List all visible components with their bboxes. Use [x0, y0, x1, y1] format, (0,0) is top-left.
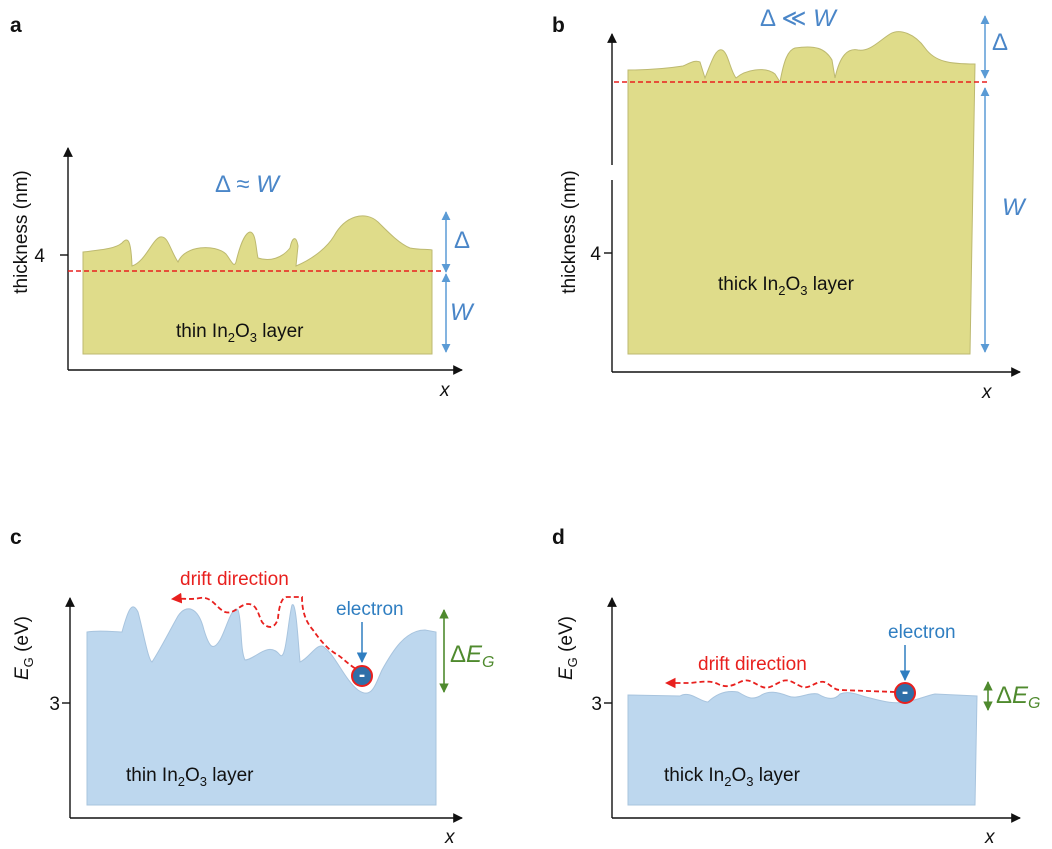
- layer: [82, 215, 433, 355]
- text: thick In: [664, 765, 724, 786]
- text: 2: [178, 774, 185, 789]
- drift-label: drift direction: [698, 654, 807, 675]
- layer-label: thick In2O3 layer: [664, 765, 801, 789]
- w-label: W: [450, 299, 475, 326]
- w-label: W: [1002, 194, 1027, 221]
- text: thin In: [126, 765, 178, 786]
- text: Δ: [996, 682, 1012, 709]
- electron: [351, 665, 373, 687]
- delta-eg-label: ΔEG: [996, 682, 1041, 712]
- text: W: [813, 5, 838, 32]
- text: W: [256, 171, 281, 198]
- text: thin In: [176, 321, 228, 342]
- electron-label: electron: [336, 599, 404, 620]
- text: thickness (nm): [559, 170, 580, 294]
- panel-d: d 3 EG (eV) x drift direction electron -…: [552, 526, 1041, 848]
- electron-sign: -: [359, 665, 365, 686]
- y-axis-label: EG (eV): [12, 616, 36, 680]
- panel-label: a: [10, 14, 22, 37]
- panel-label: b: [552, 14, 565, 37]
- x-axis-label: x: [984, 827, 996, 848]
- relation: Δ ≪ W: [760, 5, 838, 32]
- drift-path: [170, 592, 363, 673]
- text: Δ: [450, 641, 466, 668]
- text: G: [565, 657, 580, 667]
- text: G: [1028, 695, 1040, 712]
- text: O: [785, 274, 800, 295]
- electron-sign: -: [902, 682, 908, 703]
- text: 3: [200, 774, 207, 789]
- y-axis-label: EG (eV): [556, 616, 580, 680]
- layer-label: thin In2O3 layer: [176, 321, 304, 345]
- y-axis-label: thickness (nm): [559, 170, 580, 294]
- text: G: [21, 657, 36, 667]
- text: layer: [807, 274, 854, 295]
- layer: [627, 691, 978, 806]
- y-tick-label: 4: [34, 246, 45, 267]
- text: 2: [724, 774, 731, 789]
- delta-label: Δ: [454, 227, 470, 254]
- x-axis-label: x: [439, 380, 451, 401]
- y-tick-label: 3: [591, 694, 602, 715]
- y-axis-label: thickness (nm): [11, 170, 32, 294]
- text: E: [556, 667, 577, 680]
- panel-a: a 4 thickness (nm) x Δ ≈ W Δ W thin In2O…: [10, 14, 475, 401]
- y-tick-label: 4: [590, 244, 601, 265]
- text: 3: [746, 774, 753, 789]
- text: 2: [778, 283, 785, 298]
- text: O: [235, 321, 250, 342]
- text: 2: [228, 330, 235, 345]
- text: (eV): [12, 616, 33, 657]
- panel-label: d: [552, 526, 565, 549]
- text: E: [466, 641, 483, 668]
- delta-label: Δ: [992, 29, 1008, 56]
- text: G: [482, 654, 494, 671]
- text: 3: [250, 330, 257, 345]
- text: (eV): [556, 616, 577, 657]
- text: layer: [207, 765, 254, 786]
- text: O: [731, 765, 746, 786]
- layer-label: thin In2O3 layer: [126, 765, 254, 789]
- x-axis-label: x: [444, 827, 456, 848]
- y-tick-label: 3: [49, 694, 60, 715]
- text: thickness (nm): [11, 170, 32, 294]
- layer: [86, 604, 437, 806]
- x-axis-label: x: [981, 382, 993, 403]
- text: layer: [753, 765, 800, 786]
- panel-c: c 3 EG (eV) x drift direction electron -…: [10, 526, 495, 848]
- text: thick In: [718, 274, 778, 295]
- panel-b: b 4 thickness (nm) x Δ ≪ W Δ W thick In2…: [552, 5, 1027, 403]
- layer-label: thick In2O3 layer: [718, 274, 855, 298]
- layer: [627, 31, 976, 355]
- electron: [894, 682, 916, 704]
- text: Δ ≪: [760, 5, 813, 32]
- text: O: [185, 765, 200, 786]
- text: E: [1012, 682, 1029, 709]
- delta-eg-label: ΔEG: [450, 641, 495, 671]
- text: layer: [257, 321, 304, 342]
- electron-label: electron: [888, 622, 956, 643]
- relation: Δ ≈ W: [215, 171, 281, 198]
- drift-label: drift direction: [180, 569, 289, 590]
- text: Δ ≈: [215, 171, 256, 198]
- drift-path: [664, 677, 896, 693]
- panel-label: c: [10, 526, 22, 549]
- text: E: [12, 667, 33, 680]
- text: 3: [800, 283, 807, 298]
